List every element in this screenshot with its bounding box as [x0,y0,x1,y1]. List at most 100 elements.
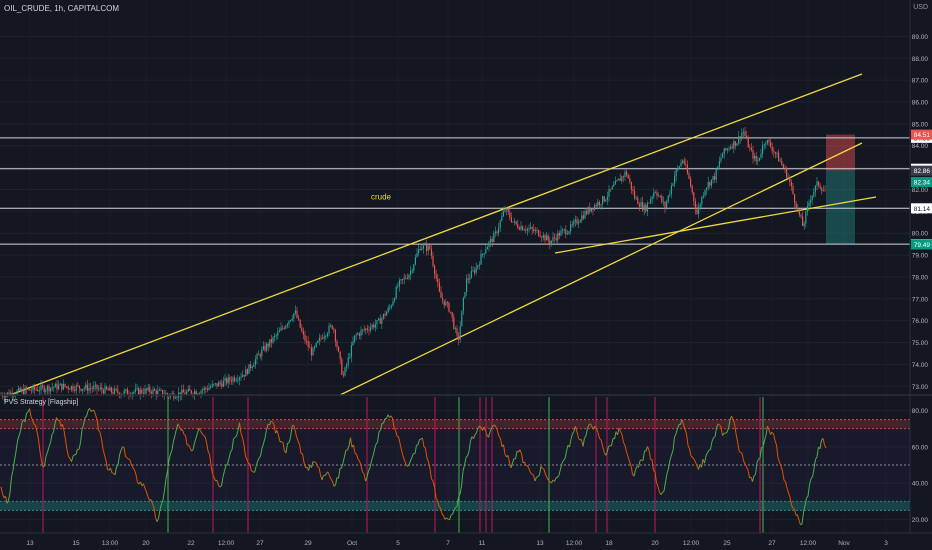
candle-body [763,144,765,146]
osc-segment [144,488,147,493]
osc-segment [35,425,38,432]
candle-body [198,393,200,395]
candle-body [387,307,389,312]
osc-tick-label: 60.00 [912,444,929,451]
risk-reward-box[interactable] [826,134,855,245]
candle-body [552,237,554,241]
osc-segment [455,506,458,508]
osc-segment [246,459,249,464]
candle-body [784,167,786,169]
osc-segment [618,427,621,432]
candle-body [461,310,463,327]
candle-body [283,328,285,329]
osc-segment [797,514,800,521]
candle-body [357,333,359,335]
osc-segment [81,424,84,430]
osc-segment [245,456,248,460]
candle-body [91,388,93,390]
candle-body [666,201,668,209]
osc-tick-label: 80.00 [912,408,929,415]
currency-label: USD [913,4,928,11]
candle-body [542,234,544,238]
candle-body [77,385,79,387]
candle-body [568,231,570,234]
candle-body [741,132,743,140]
osc-segment [417,439,420,445]
osc-segment [293,424,296,430]
candle-body [627,175,629,179]
price-tick-label: 75.00 [912,340,929,347]
osc-segment [332,481,335,487]
osc-segment [476,427,479,433]
osc-segment [140,481,143,487]
candle-body [678,166,680,168]
osc-segment [183,434,186,437]
candle-body [822,190,824,192]
candle-body [222,380,224,387]
candle-body [117,389,119,394]
osc-segment [459,485,462,495]
osc-segment [642,450,645,461]
osc-segment [38,439,41,452]
osc-segment [435,497,438,501]
candle-body [162,390,164,396]
osc-segment [224,465,227,471]
candle-body [562,229,564,231]
candle-body [70,386,72,390]
osc-segment [57,419,60,422]
price-axis[interactable]: 73.00 74.00 75.00 76.00 77.00 78.00 79.00 80.00… [911,34,932,524]
candle-body [603,196,605,202]
candle-body [750,148,752,150]
time-axis[interactable]: 13 15 13:00 20 22 12:00 27 29 Oct 5 7 11 13 12:00 18 20… [26,540,888,547]
trend-channels[interactable] [9,73,877,396]
candle-body [477,265,479,268]
osc-segment [660,492,663,495]
indicator-title[interactable]: PVS Strategy [Flagship] [4,399,79,406]
osc-segment [387,414,390,418]
candle-body [702,195,704,198]
candle-body [710,179,712,186]
candle-body [64,383,66,387]
horizontal-levels[interactable] [0,137,910,245]
osc-segment [545,474,548,478]
osc-segment [711,437,714,442]
candle-body [80,388,82,391]
osc-segment [227,458,230,465]
candle-body [470,271,472,279]
candle-body [102,390,104,394]
osc-segment [539,466,542,475]
osc-segment [129,459,132,466]
price-label: 82.34 [914,180,931,187]
candle-body [622,176,624,178]
candle-body [422,245,424,249]
candle-body [402,279,404,281]
candle-body [266,343,268,351]
osc-segment [654,471,657,483]
candle-body [451,312,453,318]
osc-segment [788,492,791,498]
osc-segment [407,464,410,467]
candle-body [634,190,636,199]
osc-segment [89,408,92,412]
candle-body [747,137,749,148]
candle-body [328,325,330,334]
target-zone [826,170,855,245]
osc-segment [617,428,620,435]
osc-segment [555,476,558,479]
candle-body [509,212,511,218]
candle-body [157,390,159,395]
candle-body [307,341,309,347]
osc-segment [819,440,822,449]
osc-segment [489,427,492,433]
candle-body [573,221,575,225]
chart-annotations: crude [371,192,392,201]
candle-body [819,185,821,189]
annotation-label: crude [371,192,392,201]
candle-body [530,227,532,229]
candle-body [142,392,144,394]
candle-body [242,374,244,377]
symbol-title[interactable]: OIL_CRUDE, 1h, CAPITALCOM [4,4,119,13]
candle-body [58,385,60,390]
osc-segment [753,474,756,477]
